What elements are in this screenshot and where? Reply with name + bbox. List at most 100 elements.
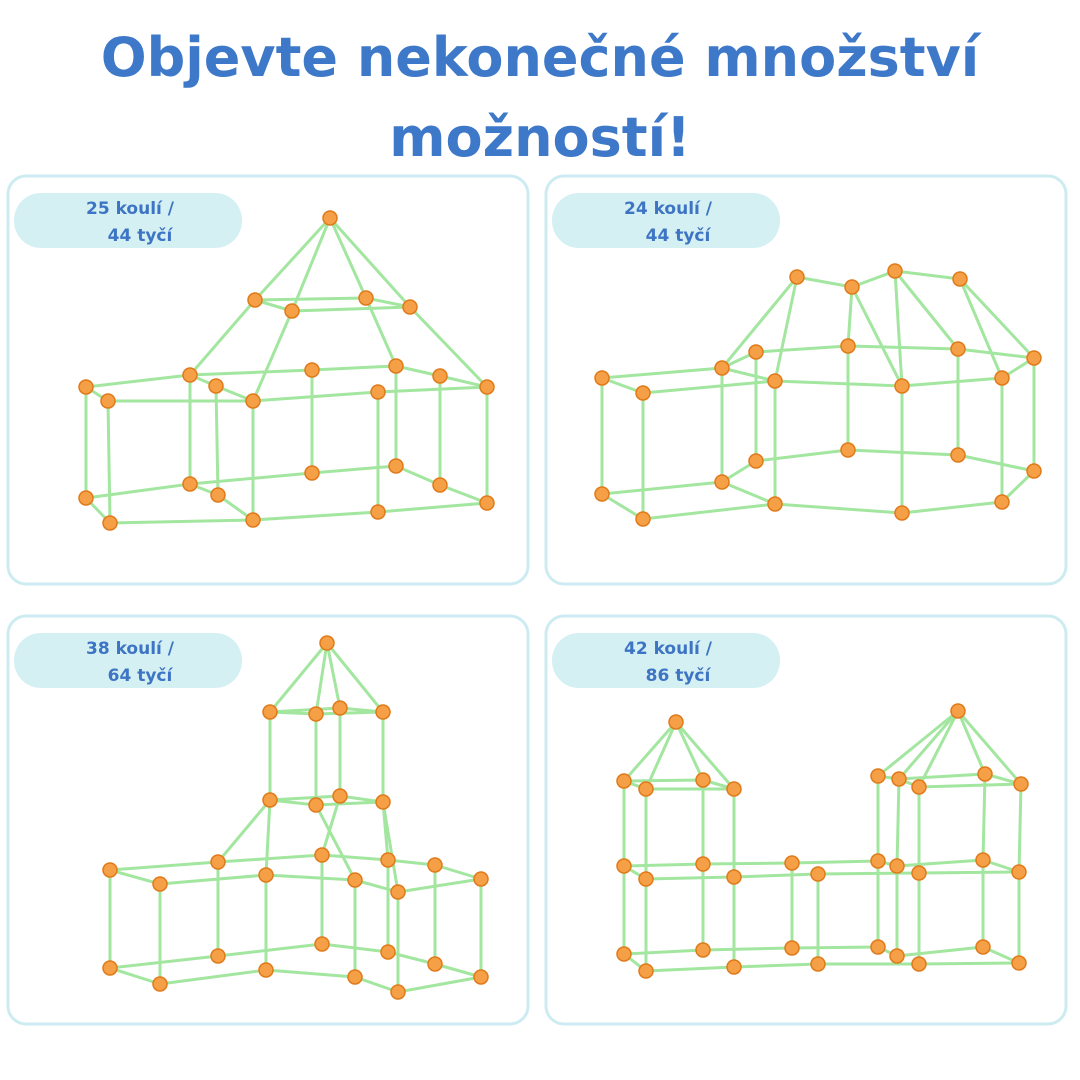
connector-ball	[638, 871, 654, 887]
rod	[895, 777, 901, 868]
label-line: 38 koulí /	[86, 639, 175, 659]
card-frame	[544, 174, 1068, 586]
connector-ball	[767, 373, 783, 389]
connector-ball	[1011, 955, 1027, 971]
connector-ball	[304, 362, 320, 378]
connector-ball	[473, 969, 489, 985]
connector-ball	[1026, 463, 1042, 479]
rod	[674, 720, 736, 791]
connector-ball	[102, 960, 118, 976]
connector-ball	[594, 370, 610, 386]
connector-ball	[810, 866, 826, 882]
card: 42 koulí / 86 tyčí	[544, 614, 1068, 1026]
rod	[268, 641, 329, 714]
connector-ball	[479, 495, 495, 511]
connector-ball	[784, 855, 800, 871]
connector-ball	[1013, 776, 1029, 792]
connector-ball	[210, 854, 226, 870]
rod	[622, 858, 1021, 881]
rod	[188, 298, 257, 377]
rod	[328, 216, 368, 300]
rod	[364, 296, 398, 368]
connector-ball	[784, 940, 800, 956]
connector-ball	[638, 781, 654, 797]
connector-ball	[390, 884, 406, 900]
connector-ball	[889, 858, 905, 874]
connector-ball	[208, 378, 224, 394]
connector-ball	[695, 942, 711, 958]
connector-ball	[314, 847, 330, 863]
rod	[981, 772, 987, 862]
rod	[622, 945, 1021, 973]
connector-ball	[1026, 350, 1042, 366]
connector-ball	[748, 453, 764, 469]
connector-ball	[994, 370, 1010, 386]
rod	[320, 794, 342, 857]
connector-ball	[347, 969, 363, 985]
connector-ball	[332, 788, 348, 804]
rod	[917, 709, 960, 789]
connector-ball	[870, 939, 886, 955]
connector-ball	[308, 797, 324, 813]
connector-ball	[182, 367, 198, 383]
connector-ball	[375, 794, 391, 810]
connector-ball	[388, 458, 404, 474]
connector-ball	[427, 956, 443, 972]
connector-ball	[152, 976, 168, 992]
connector-ball	[714, 360, 730, 376]
connector-ball	[726, 869, 742, 885]
connector-ball	[322, 210, 338, 226]
rod	[674, 720, 705, 782]
rod	[893, 269, 904, 388]
connector-ball	[210, 948, 226, 964]
connector-ball	[245, 393, 261, 409]
connector-ball	[308, 706, 324, 722]
connector-ball	[102, 862, 118, 878]
connector-ball	[767, 496, 783, 512]
connector-ball	[319, 635, 335, 651]
rod	[381, 800, 400, 894]
card: 38 koulí / 64 tyčí	[6, 614, 530, 1026]
connector-ball	[375, 704, 391, 720]
card: 25 koulí / 44 tyčí	[6, 174, 530, 586]
rod	[84, 364, 489, 403]
connector-ball	[78, 490, 94, 506]
connector-ball	[616, 858, 632, 874]
connector-ball	[870, 853, 886, 869]
connector-ball	[332, 700, 348, 716]
connector-ball	[473, 871, 489, 887]
connector-ball	[695, 772, 711, 788]
connector-ball	[714, 474, 730, 490]
rod	[850, 285, 904, 388]
label-pill	[552, 633, 780, 688]
rod	[325, 641, 385, 714]
label-line: 86 tyčí	[646, 666, 712, 686]
connector-ball	[304, 465, 320, 481]
connector-ball	[894, 505, 910, 521]
label-line: 25 koulí /	[86, 199, 175, 219]
connector-ball	[262, 792, 278, 808]
connector-ball	[840, 442, 856, 458]
connector-ball	[635, 511, 651, 527]
rod	[1017, 782, 1023, 874]
rod	[876, 709, 960, 778]
label-pill	[14, 633, 242, 688]
rod	[720, 275, 799, 370]
connector-ball	[402, 299, 418, 315]
connector-ball	[975, 852, 991, 868]
connector-ball	[245, 512, 261, 528]
connector-ball	[427, 857, 443, 873]
rod	[600, 480, 724, 496]
rod	[214, 384, 220, 497]
rod	[622, 720, 678, 783]
connector-ball	[889, 948, 905, 964]
card-frame	[6, 174, 530, 586]
connector-ball	[668, 714, 684, 730]
rod	[106, 399, 112, 525]
connector-ball	[380, 852, 396, 868]
rod	[253, 216, 332, 302]
label-line: 44 tyčí	[646, 226, 712, 246]
rod	[846, 285, 854, 348]
connector-ball	[695, 856, 711, 872]
connector-ball	[152, 876, 168, 892]
